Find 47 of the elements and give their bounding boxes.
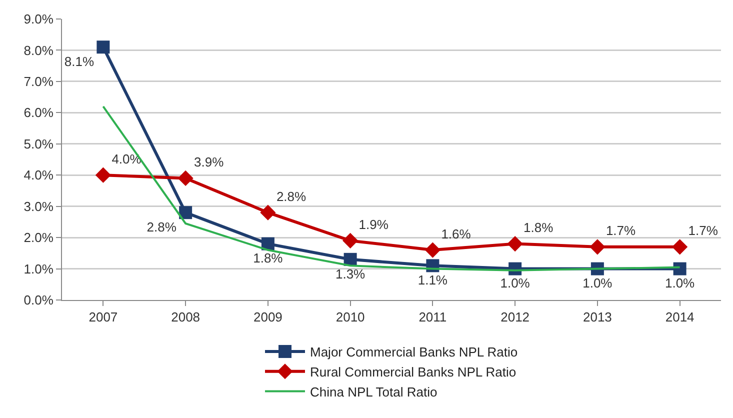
point [424,242,440,258]
y-tick-label: 6.0% [24,105,54,120]
point [590,239,606,255]
y-tick-label: 1.0% [24,261,54,276]
y-tick-label: 3.0% [24,198,54,214]
data-label: 1.8% [253,250,284,266]
data-label: 1.7% [688,223,718,238]
point [673,262,686,276]
x-tick-label: 2009 [253,310,282,325]
x-tick-label: 2011 [418,310,447,325]
data-label: 1.0% [664,276,696,291]
data-label: 1.0% [582,276,613,291]
x-tick-label: 2007 [88,310,118,325]
y-tick-label: 4.0% [24,168,54,183]
y-tick-label: 2.0% [24,230,54,246]
data-label: 1.3% [335,266,366,282]
legend-label: China NPL Total Ratio [310,384,438,400]
data-label: 3.9% [194,154,224,170]
x-tick-label: 2010 [336,310,365,325]
data-label: 1.1% [418,272,448,288]
point [95,167,111,183]
point [178,170,194,186]
data-label: 1.0% [500,276,530,291]
x-tick-label: 2008 [171,310,200,325]
data-label: 2.8% [276,188,307,204]
x-tick-label: 2013 [582,310,612,325]
point [96,40,110,54]
data-label: 2.8% [146,219,177,234]
x-tick-label: 2012 [500,310,530,325]
data-label: 8.1% [64,54,94,69]
data-label: 1.7% [606,223,636,238]
x-tick-label: 2014 [665,310,694,325]
data-label: 1.9% [358,216,389,232]
point [260,204,276,220]
y-tick-label: 5.0% [24,136,54,152]
data-label: 1.8% [524,220,554,236]
data-label: 1.6% [441,226,472,242]
y-tick-label: 0.0% [24,292,54,308]
legend-label: Major Commercial Banks NPL Ratio [310,344,518,360]
y-tick-label: 9.0% [24,12,54,27]
point [672,239,688,255]
point [342,232,358,248]
point [179,206,192,220]
point [507,236,523,252]
legend-label: Rural Commercial Banks NPL Ratio [310,364,516,380]
y-tick-label: 7.0% [24,74,54,89]
y-tick-label: 8.0% [24,42,54,58]
